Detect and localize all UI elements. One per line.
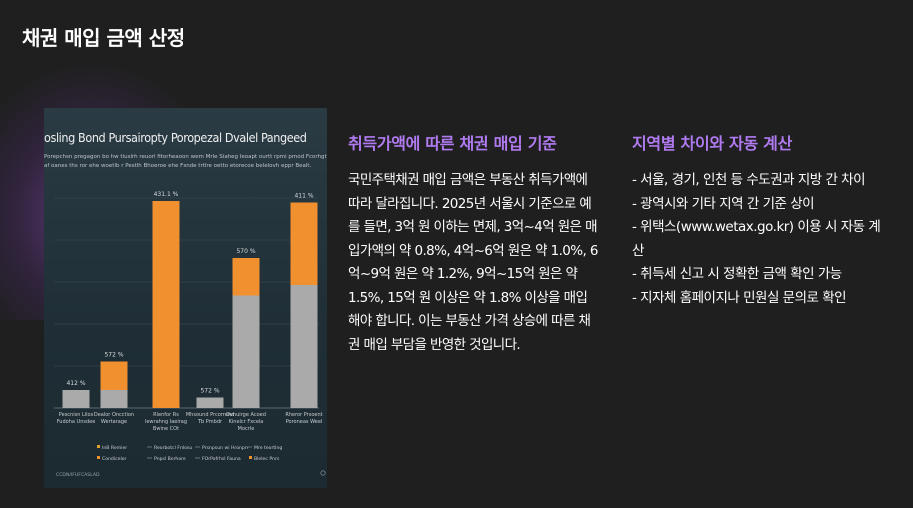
chart-data-label: 570 % — [236, 248, 255, 255]
chart-category-label: Rheror Prsoent — [285, 412, 322, 418]
chart-legend-swatch — [97, 445, 100, 448]
criteria-section: 취득가액에 따른 채권 매입 기준 국민주택채권 매입 금액은 부동산 취득가액… — [348, 130, 599, 357]
chart-legend-label: Condicelor — [102, 456, 127, 462]
chart-category-label: Tb Pmbdr — [197, 419, 223, 425]
chart-bar — [232, 295, 260, 408]
chart-category-label: Mocrle — [238, 426, 255, 432]
chart-subtitle-line: af oanes ths ror ehe woetlb r Pestlh Bho… — [44, 163, 312, 169]
chart-bar — [100, 390, 128, 408]
chart-category-label: Fudoha Unsdee — [57, 419, 96, 425]
chart-legend-label: Mre teortlng — [254, 445, 282, 451]
chart-bar — [196, 397, 224, 408]
list-item: - 서울, 경기, 인천 등 수도권과 지방 간 차이 — [632, 172, 866, 188]
chart-category-label: Rlenfor Rs — [153, 412, 179, 418]
chart-image: osling Bond Pursairopty Poropezal Dvalel… — [44, 108, 327, 488]
chart-legend-label: InB Remier — [102, 445, 127, 451]
chart-data-label: 412 % — [66, 380, 85, 387]
chart-legend-label: Pnpsl Borhore — [154, 456, 186, 462]
chart-category-label: Bwine COt — [153, 426, 179, 432]
chart-category-label: Ovnuirge Acoed — [226, 412, 266, 418]
chart-category-label: Kinelcr Fxcela — [229, 419, 264, 425]
chart-footer-text: CCDN/IFUFCASLAD — [56, 472, 100, 478]
regional-heading: 지역별 차이와 자동 계산 — [632, 134, 793, 153]
chart-corner-icon — [320, 470, 326, 476]
chart-category-label: Wertarage — [101, 419, 127, 425]
chart-legend-label: Prsnpsun wi Hronpn — [202, 445, 248, 451]
chart-bar — [290, 285, 318, 408]
chart-legend-swatch — [97, 456, 100, 459]
chart-category-label: Mhsound Prcorrend — [186, 412, 234, 418]
chart-title: osling Bond Pursairopty Poropezal Dvalel… — [44, 130, 307, 145]
chart-category-label: Dealor Oncction — [94, 412, 134, 418]
page-title: 채권 매입 금액 산정 — [22, 26, 185, 50]
list-item: - 취득세 신고 시 정확한 금액 확인 가능 — [632, 266, 842, 282]
chart-category-label: lewrahng Iaeirag — [145, 419, 187, 425]
chart-legend-label: Blelec Pnrs — [254, 456, 280, 462]
list-item: - 지자체 홈페이지나 민원실 문의로 확인 — [632, 289, 847, 306]
regional-list: - 서울, 경기, 인천 등 수도권과 지방 간 차이 - 광역시와 기타 지역… — [632, 169, 882, 310]
chart-bar — [290, 202, 318, 285]
regional-section: 지역별 차이와 자동 계산 - 서울, 경기, 인천 등 수도권과 지방 간 차… — [632, 130, 882, 310]
chart-subtitle: Porepchsn pregagon bo hw tiuslrh reuorl … — [44, 153, 327, 171]
list-item: - 광역시와 기타 지역 간 기준 상이 — [632, 195, 815, 212]
chart-data-label: 572 % — [200, 388, 219, 395]
chart-data-label: 411 % — [294, 193, 313, 200]
criteria-body: 국민주택채권 매입 금액은 부동산 취득가액에 따라 달라집니다. 2025년 … — [348, 172, 599, 353]
chart-legend-swatch — [249, 456, 252, 459]
chart-category-label: Poroneas Weel — [286, 419, 323, 425]
chart-bar — [152, 201, 180, 408]
chart-bar — [62, 390, 90, 408]
chart-subtitle-line: Porepchsn pregagon bo hw tiuslrh reuorl … — [44, 154, 327, 160]
chart-category-label: Pescnisn Lilos — [59, 412, 94, 418]
chart-bar — [100, 361, 128, 390]
chart-bar — [232, 258, 260, 296]
criteria-heading: 취득가액에 따른 채권 매입 기준 — [348, 134, 557, 153]
chart-legend-label: Reorbotcl Fnlosu — [154, 445, 192, 451]
list-item: - 위택스(www.wetax.go.kr) 이용 시 자동 계산 — [632, 219, 881, 259]
chart-data-label: 572 % — [104, 352, 123, 359]
chart-data-label: 431.1 % — [154, 191, 179, 198]
chart-legend-label: FOrPafrhsl Fauna — [202, 456, 241, 462]
